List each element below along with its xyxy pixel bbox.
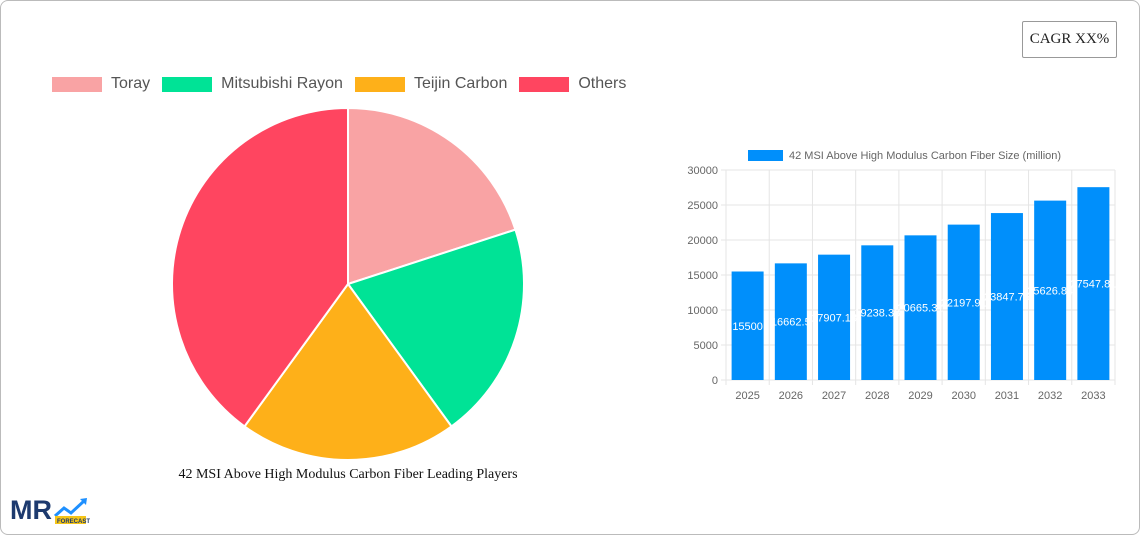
bar-data-label: 17907.18 [811, 312, 857, 324]
pie-slice-toray [347, 106, 517, 286]
mr-forecast-logo: MR FORECAST [10, 495, 90, 530]
bar-2030 [947, 224, 980, 380]
pie-slice-teijin-carbon [243, 282, 453, 461]
bar-data-label: 25626.84 [1027, 285, 1073, 297]
bar-data-label: 16662.5 [771, 317, 811, 329]
bar-2028 [861, 245, 894, 380]
legend-item-others[interactable]: Others [519, 75, 626, 93]
x-tick-label: 2026 [779, 390, 803, 402]
x-tick-label: 2027 [822, 390, 846, 402]
legend-label: Others [578, 75, 627, 92]
bar-data-label: 20665.31 [898, 303, 944, 315]
bar-2026 [774, 263, 807, 380]
bar-data-label: 27547.81 [1070, 279, 1116, 291]
bar-legend-swatch [748, 150, 783, 161]
y-tick-label: 0 [712, 375, 718, 387]
bar-2027 [818, 254, 851, 380]
legend-swatch [354, 76, 405, 92]
legend-swatch [52, 76, 102, 92]
bar-data-label: 19238.38 [854, 308, 900, 320]
bar-data-label: 15500 [732, 321, 763, 333]
bar-2029 [904, 235, 937, 380]
logo-icon: MR FORECAST [10, 495, 90, 525]
y-tick-label: 20000 [687, 235, 718, 247]
bar-legend-label: 42 MSI Above High Modulus Carbon Fiber S… [789, 150, 1061, 162]
y-tick-label: 10000 [687, 305, 718, 317]
svg-text:MR: MR [10, 495, 52, 525]
bar-2025 [731, 271, 764, 380]
bar-2031 [990, 213, 1023, 380]
x-tick-label: 2031 [995, 390, 1019, 402]
x-tick-label: 2033 [1081, 390, 1105, 402]
pie-legend: Toray Mitsubishi Rayon Teijin Carbon Oth… [52, 75, 628, 93]
legend-item-teijin-carbon[interactable]: Teijin Carbon [354, 75, 508, 93]
x-tick-label: 2025 [735, 390, 759, 402]
y-tick-label: 5000 [694, 340, 718, 352]
bar-2033 [1077, 187, 1110, 380]
legend-swatch [519, 76, 570, 92]
y-tick-label: 25000 [687, 200, 718, 212]
x-tick-label: 2028 [865, 390, 889, 402]
pie-slice-mitsubishi-rayon [346, 228, 525, 428]
legend-label: Teijin Carbon [413, 75, 508, 92]
cagr-button[interactable]: CAGR XX% [1022, 21, 1117, 58]
bar-data-label: 23847.76 [984, 292, 1030, 304]
legend-item-mitsubishi-rayon[interactable]: Mitsubishi Rayon [162, 75, 343, 93]
x-tick-label: 2029 [908, 390, 932, 402]
svg-text:FORECAST: FORECAST [57, 519, 90, 525]
legend-swatch [162, 76, 213, 92]
pie-slice-others [171, 106, 349, 428]
x-tick-label: 2030 [951, 390, 975, 402]
bar-data-label: 22197.91 [941, 297, 987, 309]
x-tick-label: 2032 [1038, 390, 1062, 402]
legend-label: Mitsubishi Rayon [221, 75, 343, 92]
bar-2032 [1034, 200, 1067, 380]
legend-label: Toray [111, 75, 151, 92]
y-tick-label: 30000 [687, 165, 718, 177]
pie-title: 42 MSI Above High Modulus Carbon Fiber L… [178, 467, 518, 482]
legend-item-toray[interactable]: Toray [52, 75, 150, 93]
y-tick-label: 15000 [687, 270, 718, 282]
